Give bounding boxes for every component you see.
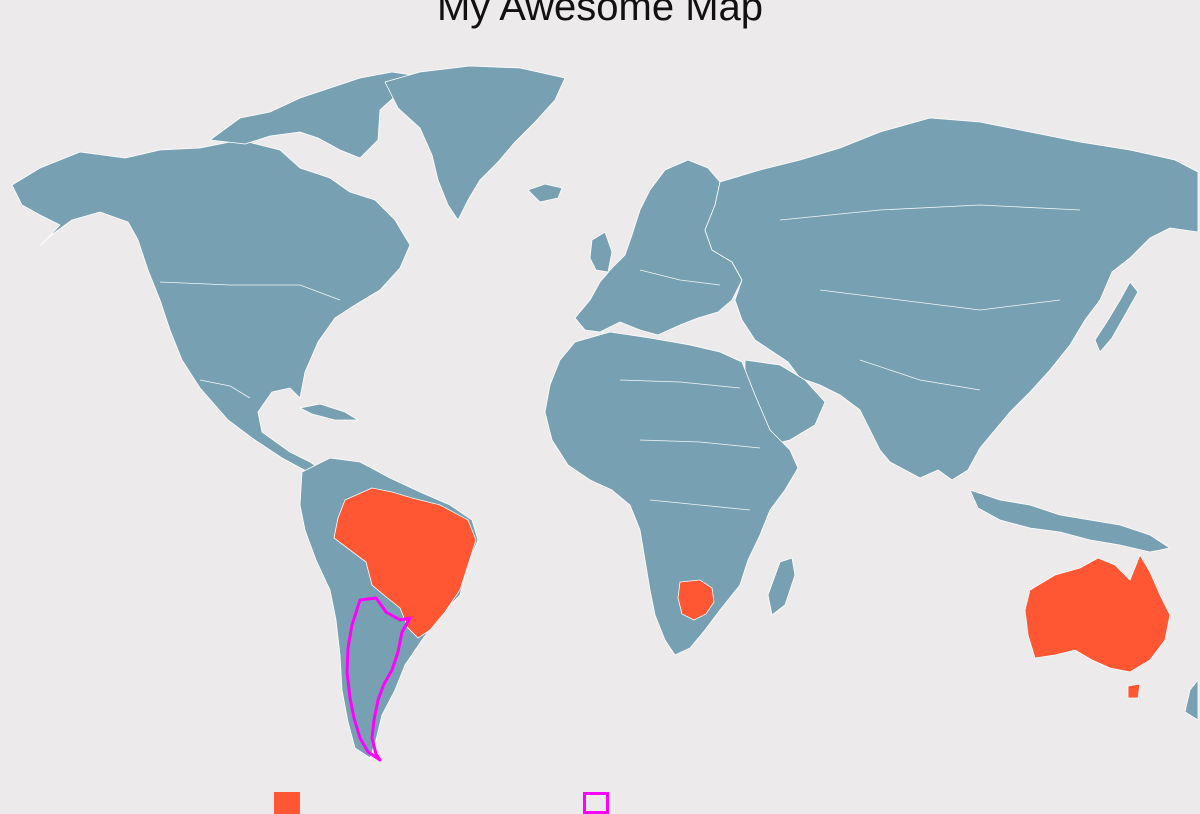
- country-borders: [159, 204, 1081, 511]
- tasmania[interactable]: [1127, 683, 1141, 699]
- australia-country[interactable]: [1024, 554, 1171, 673]
- africa-landmass[interactable]: [544, 331, 799, 656]
- legend-swatch-outline: [583, 792, 609, 814]
- legend-swatch-filled: [274, 792, 300, 814]
- brazil-country[interactable]: [333, 487, 477, 639]
- greenland[interactable]: [384, 65, 566, 221]
- map-legend: [0, 788, 1200, 814]
- madagascar[interactable]: [767, 557, 796, 616]
- argentina-country[interactable]: [345, 596, 412, 762]
- british-isles[interactable]: [589, 231, 613, 273]
- caribbean-islands[interactable]: [299, 403, 359, 421]
- asia-landmass[interactable]: [704, 117, 1199, 481]
- botswana-country[interactable]: [677, 579, 715, 621]
- southeast-asia-islands[interactable]: [969, 489, 1171, 553]
- map-title: My Awesome Map: [436, 0, 764, 29]
- iceland[interactable]: [527, 183, 563, 203]
- new-zealand[interactable]: [1184, 679, 1199, 721]
- arctic-islands[interactable]: [209, 71, 419, 159]
- north-america-landmass[interactable]: [11, 139, 411, 473]
- japan[interactable]: [1094, 281, 1139, 353]
